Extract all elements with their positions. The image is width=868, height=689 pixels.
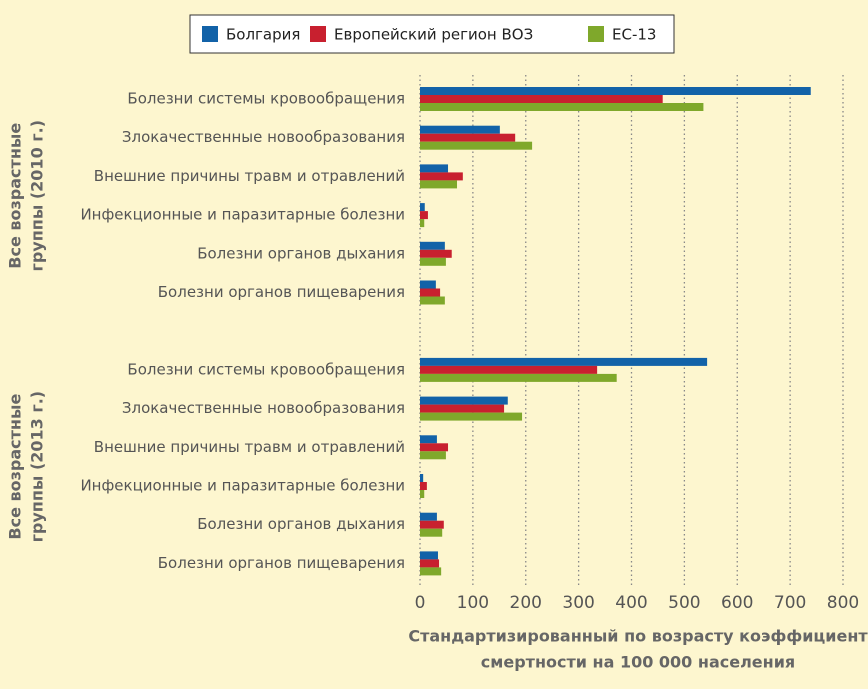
y-tick-label: Злокачественные новообразования	[122, 399, 405, 417]
x-tick-label: 100	[457, 593, 489, 613]
bar	[420, 373, 617, 382]
y-tick-label: Болезни органов дыхания	[197, 244, 405, 262]
x-tick-label: 400	[615, 593, 647, 613]
bar	[420, 474, 424, 482]
legend-swatch	[588, 26, 604, 42]
x-tick-label: 500	[668, 593, 700, 613]
legend-label: Европейский регион ВОЗ	[334, 26, 533, 44]
bar	[420, 249, 452, 258]
x-tick-label: 700	[774, 593, 806, 613]
y-tick-label: Внешние причины травм и отравлений	[94, 167, 405, 185]
bar	[420, 87, 811, 95]
bar	[420, 404, 505, 413]
bar	[420, 528, 443, 537]
legend-label: Болгария	[226, 26, 300, 44]
y-tick-label: Инфекционные и паразитарные болезни	[80, 477, 405, 495]
bar	[420, 103, 704, 111]
bar	[420, 211, 428, 220]
bar	[420, 520, 444, 529]
x-tick-label: 800	[827, 593, 859, 613]
bar	[420, 241, 445, 250]
group-label: Все возрастные	[6, 394, 25, 540]
bar	[420, 280, 436, 289]
bar	[420, 443, 449, 452]
bar	[420, 141, 533, 150]
y-tick-label: Болезни системы кровообращения	[127, 360, 405, 378]
bar	[420, 296, 445, 305]
legend-swatch	[202, 26, 218, 42]
group-label: Все возрастные	[6, 123, 25, 269]
legend-label: ЕС-13	[612, 26, 656, 44]
bar	[420, 451, 446, 460]
bar	[420, 125, 500, 134]
bar	[420, 512, 437, 521]
bar	[420, 567, 442, 576]
bar	[420, 435, 437, 444]
bar	[420, 482, 427, 490]
bar	[420, 180, 458, 189]
bar	[420, 257, 446, 266]
y-tick-label: Болезни системы кровообращения	[127, 90, 405, 108]
x-axis-label: Стандартизированный по возрасту коэффици…	[408, 627, 868, 646]
y-tick-label: Злокачественные новообразования	[122, 128, 405, 146]
y-tick-label: Внешние причины травм и отравлений	[94, 438, 405, 456]
y-tick-label: Болезни органов пищеварения	[158, 283, 405, 301]
bar	[420, 551, 438, 560]
bar	[420, 172, 463, 181]
bar	[420, 203, 425, 212]
bar	[420, 288, 441, 297]
bar	[420, 357, 708, 366]
legend-swatch	[310, 26, 326, 42]
bar	[420, 164, 449, 173]
y-tick-label: Инфекционные и паразитарные болезни	[80, 206, 405, 224]
bar	[420, 396, 508, 405]
x-tick-label: 600	[721, 593, 753, 613]
group-label: группы (2010 г.)	[28, 120, 47, 272]
bar	[420, 219, 425, 228]
x-tick-label: 0	[415, 593, 426, 613]
bar	[420, 133, 516, 142]
x-tick-label: 200	[510, 593, 542, 613]
bar	[420, 559, 440, 568]
y-tick-label: Болезни органов дыхания	[197, 515, 405, 533]
x-axis-label: смертности на 100 000 населения	[481, 653, 795, 672]
bar	[420, 95, 663, 103]
bar	[420, 365, 598, 374]
group-label: группы (2013 г.)	[28, 391, 47, 543]
bar	[420, 412, 523, 421]
x-tick-label: 300	[562, 593, 594, 613]
y-tick-label: Болезни органов пищеварения	[158, 554, 405, 572]
bar	[420, 490, 425, 498]
